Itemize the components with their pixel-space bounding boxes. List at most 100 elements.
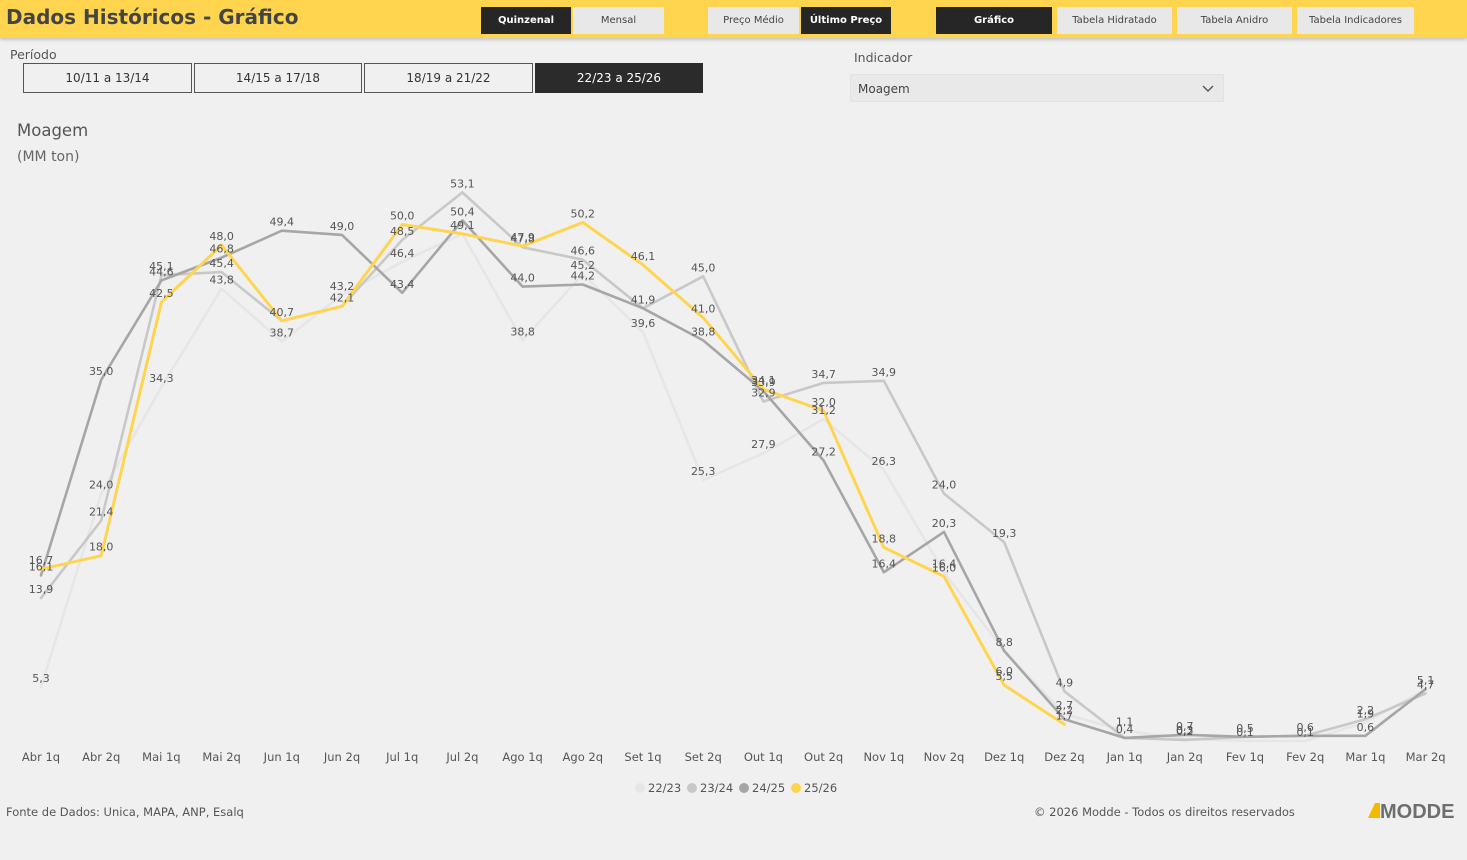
legend-marker (739, 783, 749, 793)
data-label: 16,4 (872, 557, 897, 570)
legend-item[interactable]: 25/26 (791, 781, 837, 795)
data-label: 19,3 (992, 527, 1017, 540)
data-label: 38,8 (691, 325, 716, 338)
data-label: 16,4 (932, 557, 957, 570)
data-label: 44,6 (149, 265, 174, 278)
indicator-dropdown[interactable]: Moagem (850, 74, 1224, 102)
data-label: 50,2 (571, 207, 596, 220)
modde-logo: MODDE (1368, 801, 1454, 821)
ultimo-preco-button[interactable]: Último Preço (801, 7, 891, 34)
tabela-hidratado-button[interactable]: Tabela Hidratado (1057, 7, 1172, 34)
period-button-2[interactable]: 14/15 a 17/18 (194, 63, 362, 93)
data-label: 1,7 (1056, 709, 1074, 722)
data-label: 45,4 (209, 257, 234, 270)
legend-item[interactable]: 22/23 (635, 781, 681, 795)
data-label: 24,0 (89, 479, 114, 492)
data-label: 34,7 (811, 368, 836, 381)
x-tick-label: Jun 1q (263, 750, 300, 764)
grafico-button[interactable]: Gráfico (936, 7, 1052, 34)
data-label: 18,0 (89, 541, 114, 554)
x-tick-label: Nov 2q (924, 750, 965, 764)
data-label: 21,4 (89, 506, 114, 519)
series-line-25-26 (39, 220, 1066, 726)
period-button-4[interactable]: 22/23 a 25/26 (535, 63, 703, 93)
data-label: 40,7 (270, 306, 295, 319)
data-label: 0,7 (1176, 720, 1194, 733)
data-label: 0,4 (1116, 723, 1134, 736)
data-label: 34,9 (872, 366, 897, 379)
legend-item[interactable]: 23/24 (687, 781, 733, 795)
data-label: 43,4 (390, 278, 415, 291)
data-label: 34,1 (751, 374, 776, 387)
data-label: 45,2 (571, 259, 596, 272)
data-label: 50,4 (450, 205, 475, 218)
data-label: 32,9 (751, 386, 776, 399)
data-label: 16,1 (29, 560, 54, 573)
data-label: 6,0 (995, 665, 1013, 678)
x-tick-label: Dez 1q (984, 750, 1024, 764)
x-tick-label: Out 1q (744, 750, 783, 764)
series-line-22-23 (39, 232, 1427, 743)
data-label: 32,0 (811, 396, 836, 409)
svg-text:MODDE: MODDE (1380, 801, 1454, 821)
data-label: 18,8 (872, 532, 897, 545)
x-tick-label: Mai 1q (142, 750, 180, 764)
preco-medio-button[interactable]: Preço Médio (708, 7, 799, 34)
data-label: 35,0 (89, 365, 114, 378)
x-tick-label: Mai 2q (202, 750, 240, 764)
app-title: Dados Históricos - Gráfico (6, 5, 299, 29)
data-label: 0,5 (1236, 722, 1254, 735)
x-tick-label: Dez 2q (1044, 750, 1084, 764)
data-label: 5,5 (995, 670, 1013, 683)
legend-marker (791, 783, 801, 793)
legend-label: 25/26 (804, 781, 837, 795)
data-label: 47,9 (510, 231, 535, 244)
x-tick-label: Mar 2q (1406, 750, 1446, 764)
data-label: 42,1 (330, 291, 355, 304)
copyright-text: © 2026 Modde - Todos os direitos reserva… (1034, 805, 1295, 819)
tabela-indicadores-button[interactable]: Tabela Indicadores (1297, 7, 1414, 34)
x-tick-label: Fev 1q (1226, 750, 1264, 764)
x-tick-label: Abr 2q (82, 750, 120, 764)
legend-item[interactable]: 24/25 (739, 781, 785, 795)
data-label: 31,2 (811, 404, 836, 417)
data-label: 27,9 (751, 438, 776, 451)
x-tick-label: Abr 1q (22, 750, 60, 764)
tabela-anidro-button[interactable]: Tabela Anidro (1177, 7, 1292, 34)
data-label: 0,2 (1176, 725, 1194, 738)
data-label: 16,0 (932, 561, 957, 574)
period-button-3[interactable]: 18/19 a 21/22 (364, 63, 533, 93)
data-label: 49,1 (450, 219, 475, 232)
data-label: 44,0 (510, 272, 535, 285)
x-tick-label: Jan 2q (1166, 750, 1203, 764)
data-label: 5,3 (32, 672, 50, 685)
data-label: 45,1 (149, 260, 174, 273)
period-button-1[interactable]: 10/11 a 13/14 (23, 63, 192, 93)
x-tick-label: Mar 1q (1345, 750, 1385, 764)
data-label: 0,6 (1357, 721, 1375, 734)
series-line-23-24 (39, 191, 1427, 742)
top-bar: Dados Históricos - Gráfico Quinzenal Men… (0, 0, 1467, 38)
indicator-value: Moagem (858, 82, 910, 96)
data-label: 26,3 (872, 455, 897, 468)
data-label: 0,6 (1296, 721, 1314, 734)
series-line-24-25 (39, 219, 1427, 740)
x-tick-label: Out 2q (804, 750, 843, 764)
data-label: 2,2 (1056, 704, 1074, 717)
mensal-button[interactable]: Mensal (573, 7, 664, 34)
data-label: 38,8 (510, 325, 535, 338)
data-label: 50,0 (390, 210, 415, 223)
data-label: 25,3 (691, 465, 716, 478)
data-label: 47,8 (510, 232, 535, 245)
x-tick-label: Ago 2q (563, 750, 603, 764)
data-label: 33,9 (751, 376, 776, 389)
quinzenal-button[interactable]: Quinzenal (481, 7, 571, 34)
period-label: Período (10, 47, 57, 62)
data-label: 24,0 (932, 479, 957, 492)
data-label: 4,9 (1056, 676, 1074, 689)
data-label: 4,7 (1417, 678, 1435, 691)
data-label: 13,9 (29, 583, 54, 596)
data-label: 39,6 (631, 317, 656, 330)
x-tick-label: Set 1q (624, 750, 661, 764)
